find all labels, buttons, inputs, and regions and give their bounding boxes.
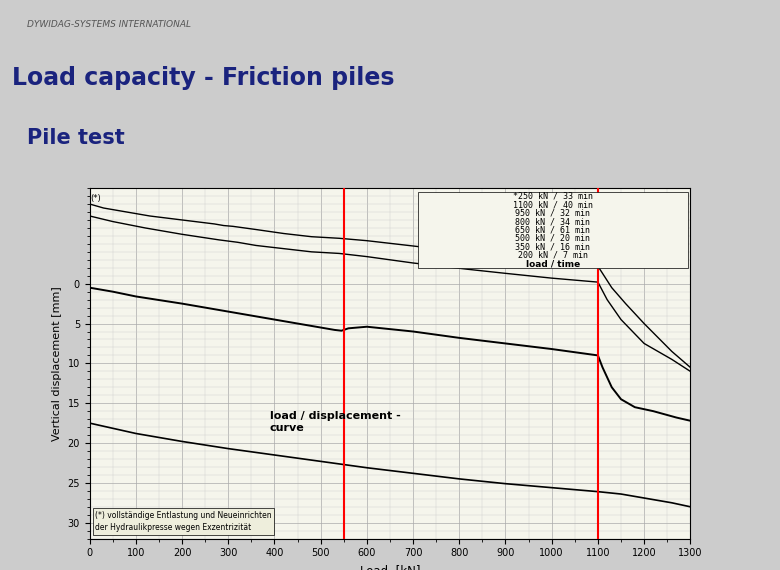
- Text: *250 kN / 33 min: *250 kN / 33 min: [513, 192, 593, 201]
- Text: DYWIDAG-SYSTEMS INTERNATIONAL: DYWIDAG-SYSTEMS INTERNATIONAL: [27, 20, 191, 29]
- Text: (*) vollständige Entlastung und Neueinrichten
der Hydraulikpresse wegen Exzentri: (*) vollständige Entlastung und Neueinri…: [95, 511, 272, 532]
- Text: 1100 kN / 40 min: 1100 kN / 40 min: [513, 200, 593, 209]
- X-axis label: Load  [kN]: Load [kN]: [360, 564, 420, 570]
- Text: 200 kN / 7 min: 200 kN / 7 min: [518, 251, 588, 260]
- Text: load / time: load / time: [526, 259, 580, 268]
- Bar: [418, 192, 688, 268]
- Text: (*): (*): [90, 194, 101, 203]
- Text: Pile test: Pile test: [27, 128, 125, 148]
- Text: 650 kN / 61 min: 650 kN / 61 min: [516, 225, 590, 234]
- Y-axis label: Vertical displacement [mm]: Vertical displacement [mm]: [52, 286, 62, 441]
- Text: 950 kN / 32 min: 950 kN / 32 min: [516, 209, 590, 218]
- Text: 800 kN / 34 min: 800 kN / 34 min: [516, 217, 590, 226]
- Text: 350 kN / 16 min: 350 kN / 16 min: [516, 242, 590, 251]
- Text: load / displacement -
curve: load / displacement - curve: [270, 411, 401, 433]
- Text: Load capacity - Friction piles: Load capacity - Friction piles: [12, 66, 394, 91]
- Text: 500 kN / 20 min: 500 kN / 20 min: [516, 234, 590, 243]
